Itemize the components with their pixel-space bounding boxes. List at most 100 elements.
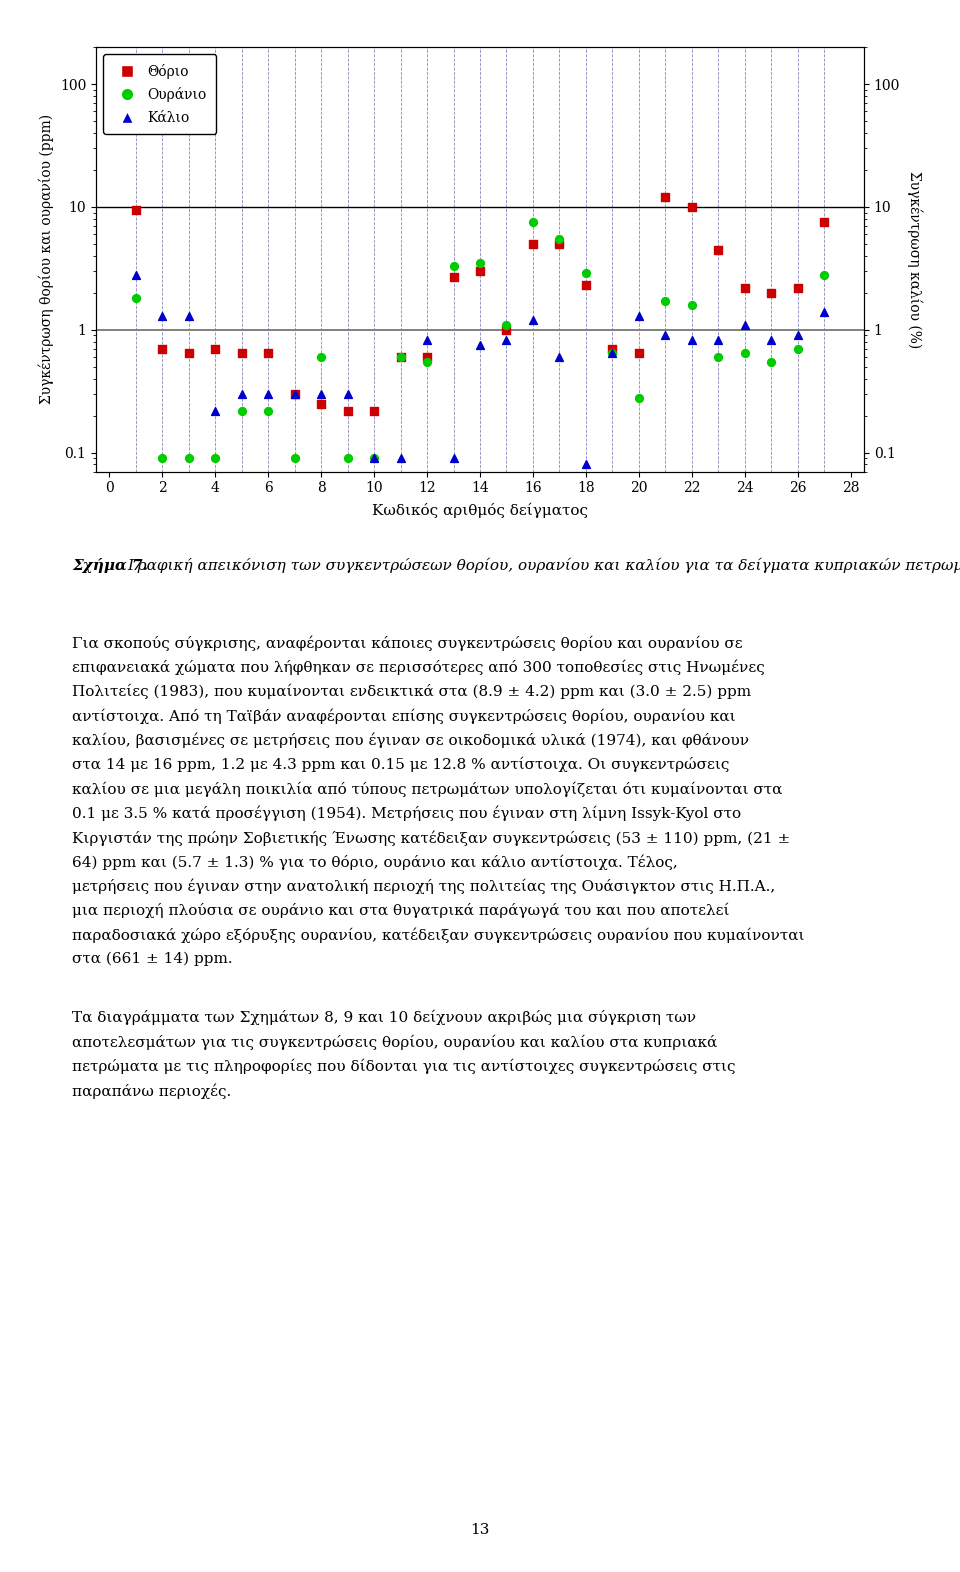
Point: [234, 382, 250, 407]
Point: [393, 445, 408, 470]
Point: [552, 344, 567, 369]
Point: [499, 313, 515, 338]
Point: [817, 299, 832, 324]
Point: [525, 231, 540, 256]
Text: επιφανειακά χώματα που λήφθηκαν σε περισσότερες από 300 τοποθεσίες στις Ηνωμένες: επιφανειακά χώματα που λήφθηκαν σε περισ…: [72, 660, 765, 674]
Point: [340, 398, 355, 423]
Point: [207, 445, 223, 470]
Point: [737, 275, 753, 300]
Point: [632, 303, 647, 329]
Point: [605, 340, 620, 365]
Text: Τα διαγράμματα των Σχημάτων 8, 9 και 10 δείχνουν ακριβώς μια σύγκριση των: Τα διαγράμματα των Σχημάτων 8, 9 και 10 …: [72, 1011, 696, 1025]
Point: [340, 382, 355, 407]
X-axis label: Κωδικός αριθμός δείγματος: Κωδικός αριθμός δείγματος: [372, 503, 588, 517]
Point: [790, 336, 805, 362]
Text: καλίου σε μια μεγάλη ποικιλία από τύπους πετρωμάτων υπολογίζεται ότι κυμαίνονται: καλίου σε μια μεγάλη ποικιλία από τύπους…: [72, 781, 782, 797]
Text: πετρώματα με τις πληροφορίες που δίδονται για τις αντίστοιχες συγκεντρώσεις στις: πετρώματα με τις πληροφορίες που δίδοντα…: [72, 1060, 735, 1074]
Text: στα 14 με 16 ppm, 1.2 με 4.3 ppm και 0.15 με 12.8 % αντίστοιχα. Οι συγκεντρώσεις: στα 14 με 16 ppm, 1.2 με 4.3 ppm και 0.1…: [72, 756, 730, 772]
Point: [445, 445, 461, 470]
Point: [128, 263, 143, 288]
Text: μετρήσεις που έγιναν στην ανατολική περιοχή της πολιτείας της Ουάσιγκτον στις Η.: μετρήσεις που έγιναν στην ανατολική περι…: [72, 879, 776, 894]
Y-axis label: Συγκέντρωση θορίου και ουρανίου (ppm): Συγκέντρωση θορίου και ουρανίου (ppm): [38, 115, 55, 404]
Point: [472, 250, 488, 275]
Point: [710, 329, 726, 354]
Point: [128, 286, 143, 311]
Point: [605, 340, 620, 365]
Point: [684, 292, 700, 318]
Point: [658, 322, 673, 347]
Point: [260, 398, 276, 423]
Text: στα (661 ± 14) ppm.: στα (661 ± 14) ppm.: [72, 951, 232, 967]
Point: [287, 382, 302, 407]
Point: [234, 398, 250, 423]
Point: [420, 349, 435, 374]
Text: Για σκοπούς σύγκρισης, αναφέρονται κάποιες συγκεντρώσεις θορίου και ουρανίου σε: Για σκοπούς σύγκρισης, αναφέρονται κάποι…: [72, 635, 743, 651]
Point: [393, 344, 408, 369]
Point: [763, 349, 779, 374]
Point: [525, 209, 540, 234]
Text: αποτελεσμάτων για τις συγκεντρώσεις θορίου, ουρανίου και καλίου στα κυπριακά: αποτελεσμάτων για τις συγκεντρώσεις θορί…: [72, 1034, 717, 1050]
Text: καλίου, βασισμένες σε μετρήσεις που έγιναν σε οικοδομικά υλικά (1974), και φθάνο: καλίου, βασισμένες σε μετρήσεις που έγιν…: [72, 733, 749, 748]
Text: 13: 13: [470, 1523, 490, 1537]
Text: παραδοσιακά χώρο εξόρυξης ουρανίου, κατέδειξαν συγκεντρώσεις ουρανίου που κυμαίν: παραδοσιακά χώρο εξόρυξης ουρανίου, κατέ…: [72, 927, 804, 943]
Point: [817, 209, 832, 234]
Text: 0.1 με 3.5 % κατά προσέγγιση (1954). Μετρήσεις που έγιναν στη λίμνη Issyk-Kyol σ: 0.1 με 3.5 % κατά προσέγγιση (1954). Μετ…: [72, 805, 741, 821]
Point: [790, 322, 805, 347]
Point: [155, 303, 170, 329]
Text: αντίστοιχα. Από τη Ταϊβάν αναφέρονται επίσης συγκεντρώσεις θορίου, ουρανίου και: αντίστοιχα. Από τη Ταϊβάν αναφέρονται επ…: [72, 707, 735, 723]
Legend: Θόριο, Ουράνιο, Κάλιο: Θόριο, Ουράνιο, Κάλιο: [103, 53, 216, 134]
Point: [684, 195, 700, 220]
Point: [260, 340, 276, 365]
Point: [578, 261, 593, 286]
Point: [313, 344, 328, 369]
Point: [128, 196, 143, 222]
Point: [817, 263, 832, 288]
Point: [525, 308, 540, 333]
Point: [155, 445, 170, 470]
Point: [499, 318, 515, 343]
Point: [684, 329, 700, 354]
Point: [578, 274, 593, 299]
Point: [790, 275, 805, 300]
Point: [287, 445, 302, 470]
Point: [420, 327, 435, 352]
Point: [632, 385, 647, 410]
Point: [207, 398, 223, 423]
Point: [710, 237, 726, 263]
Point: [763, 329, 779, 354]
Text: μια περιοχή πλούσια σε ουράνιο και στα θυγατρικά παράγωγά του και που αποτελεί: μια περιοχή πλούσια σε ουράνιο και στα θ…: [72, 902, 730, 918]
Point: [155, 336, 170, 362]
Point: [763, 280, 779, 305]
Point: [181, 303, 197, 329]
Point: [234, 340, 250, 365]
Point: [658, 184, 673, 209]
Point: [472, 333, 488, 358]
Point: [367, 445, 382, 470]
Point: [710, 344, 726, 369]
Text: 64) ppm και (5.7 ± 1.3) % για το θόριο, ουράνιο και κάλιο αντίστοιχα. Τέλος,: 64) ppm και (5.7 ± 1.3) % για το θόριο, …: [72, 854, 678, 869]
Text: Κιργιστάν της πρώην Σοβιετικής Ένωσης κατέδειξαν συγκεντρώσεις (53 ± 110) ppm, (: Κιργιστάν της πρώην Σοβιετικής Ένωσης κα…: [72, 830, 790, 846]
Point: [552, 231, 567, 256]
Point: [181, 445, 197, 470]
Text: Πολιτείες (1983), που κυμαίνονται ενδεικτικά στα (8.9 ± 4.2) ppm και (3.0 ± 2.5): Πολιτείες (1983), που κυμαίνονται ενδεικ…: [72, 684, 751, 700]
Point: [658, 289, 673, 314]
Point: [313, 382, 328, 407]
Point: [393, 344, 408, 369]
Point: [605, 336, 620, 362]
Point: [313, 391, 328, 417]
Point: [287, 382, 302, 407]
Point: [367, 445, 382, 470]
Point: [737, 313, 753, 338]
Point: [445, 253, 461, 278]
Point: [181, 340, 197, 365]
Text: Σχήμα 7.: Σχήμα 7.: [72, 558, 148, 574]
Text: Γραφική απεικόνιση των συγκεντρώσεων θορίου, ουρανίου και καλίου για τα δείγματα: Γραφική απεικόνιση των συγκεντρώσεων θορ…: [128, 558, 960, 574]
Point: [632, 340, 647, 365]
Point: [420, 344, 435, 369]
Point: [207, 336, 223, 362]
Text: παραπάνω περιοχές.: παραπάνω περιοχές.: [72, 1083, 231, 1099]
Point: [578, 451, 593, 476]
Point: [445, 264, 461, 289]
Point: [367, 398, 382, 423]
Point: [260, 382, 276, 407]
